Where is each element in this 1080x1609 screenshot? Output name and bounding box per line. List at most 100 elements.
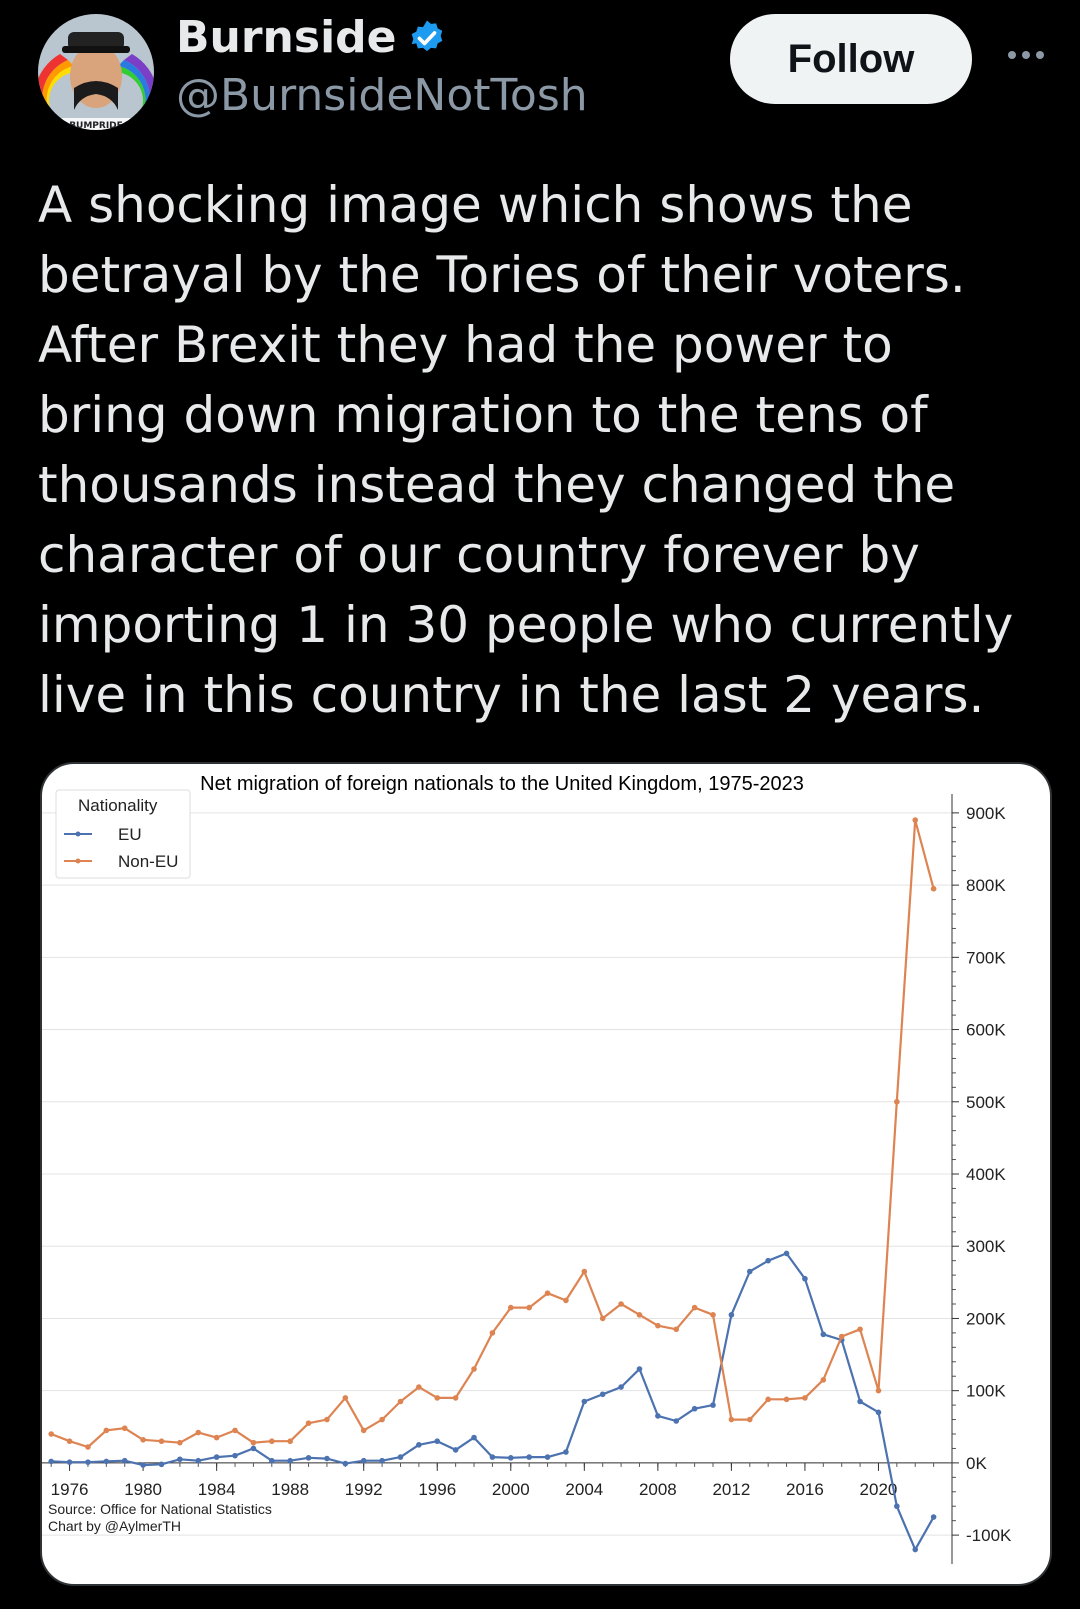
data-point-eu (140, 1462, 146, 1468)
y-tick-label: 900K (966, 804, 1006, 823)
data-point-eu (379, 1457, 385, 1464)
data-point-non-eu (48, 1431, 54, 1437)
data-point-non-eu (802, 1395, 808, 1401)
data-point-non-eu (857, 1326, 863, 1333)
data-point-non-eu (158, 1438, 165, 1445)
follow-button[interactable]: Follow (730, 14, 972, 104)
tweet-media-chart[interactable]: Net migration of foreign nationals to th… (40, 762, 1052, 1586)
data-point-non-eu (563, 1297, 569, 1304)
x-tick-label: 1992 (345, 1480, 383, 1499)
data-point-non-eu (195, 1429, 202, 1436)
data-point-eu (416, 1442, 422, 1448)
author-handle[interactable]: @BurnsideNotTosh (176, 70, 588, 121)
data-point-eu (507, 1455, 514, 1461)
data-point-eu (177, 1456, 183, 1463)
data-point-eu (544, 1454, 551, 1460)
chart-title: Net migration of foreign nationals to th… (200, 773, 804, 795)
data-point-eu (636, 1366, 643, 1372)
data-point-non-eu (875, 1387, 882, 1394)
data-point-eu (820, 1331, 827, 1338)
data-point-eu (710, 1402, 716, 1408)
author-display-name[interactable]: Burnside (176, 12, 397, 63)
x-tick-label: 2008 (639, 1480, 677, 1499)
x-tick-label: 1988 (271, 1480, 309, 1499)
data-point-eu (305, 1455, 312, 1461)
data-point-eu (121, 1457, 128, 1464)
data-point-non-eu (121, 1425, 128, 1432)
data-point-non-eu (618, 1301, 624, 1307)
data-point-non-eu (268, 1438, 275, 1445)
data-point-non-eu (728, 1416, 735, 1423)
y-tick-label: 100K (966, 1382, 1006, 1401)
data-point-non-eu (287, 1438, 293, 1445)
data-point-eu (912, 1546, 919, 1553)
x-tick-label: 2016 (786, 1480, 824, 1499)
data-point-non-eu (379, 1416, 385, 1423)
data-point-non-eu (103, 1427, 110, 1434)
data-point-non-eu (471, 1366, 477, 1372)
data-point-non-eu (397, 1398, 404, 1405)
data-point-non-eu (85, 1444, 91, 1450)
x-tick-label: 2020 (860, 1480, 898, 1499)
data-point-non-eu (544, 1290, 551, 1296)
data-point-eu (765, 1257, 771, 1264)
data-point-non-eu (673, 1326, 680, 1333)
data-point-eu (250, 1445, 257, 1452)
y-tick-label: 200K (966, 1309, 1006, 1328)
data-point-eu (930, 1514, 937, 1520)
data-point-non-eu (710, 1312, 716, 1318)
data-point-eu (85, 1459, 91, 1465)
data-point-non-eu (636, 1312, 643, 1318)
data-point-non-eu (912, 817, 919, 823)
data-point-eu (342, 1460, 349, 1467)
data-point-eu (195, 1457, 202, 1464)
data-point-eu (746, 1268, 753, 1275)
data-point-non-eu (930, 885, 937, 892)
data-point-non-eu (507, 1304, 514, 1311)
y-tick-label: 400K (966, 1165, 1006, 1184)
data-point-eu (213, 1454, 220, 1460)
data-point-eu (48, 1458, 54, 1465)
author-avatar[interactable]: BUMPRIDE (38, 14, 154, 130)
data-point-eu (691, 1405, 698, 1412)
data-point-non-eu (838, 1333, 845, 1340)
data-point-non-eu (452, 1395, 459, 1401)
x-tick-label: 1980 (124, 1480, 162, 1499)
y-tick-label: 800K (966, 876, 1006, 895)
y-tick-label: -100K (966, 1526, 1012, 1545)
data-point-eu (526, 1454, 532, 1460)
data-point-eu (232, 1452, 238, 1459)
y-tick-label: 700K (966, 948, 1006, 967)
data-point-non-eu (655, 1322, 661, 1329)
data-point-eu (397, 1454, 404, 1460)
chart-legend: Nationality EU Non-EU (55, 789, 191, 879)
data-point-eu (268, 1457, 275, 1464)
legend-non-eu: Non-EU (118, 852, 178, 871)
legend-eu: EU (118, 825, 142, 844)
data-point-eu (599, 1391, 606, 1398)
data-point-eu (158, 1461, 165, 1468)
data-point-non-eu (232, 1427, 238, 1434)
data-point-non-eu (140, 1436, 146, 1443)
data-point-non-eu (434, 1395, 441, 1401)
data-point-non-eu (416, 1384, 422, 1390)
data-point-eu (66, 1459, 73, 1465)
avatar-image: BUMPRIDE (38, 14, 154, 130)
data-point-eu (894, 1503, 900, 1510)
data-point-eu (489, 1454, 496, 1460)
legend-title: Nationality (78, 796, 158, 815)
migration-chart: Net migration of foreign nationals to th… (42, 773, 1012, 1564)
data-point-non-eu (66, 1438, 73, 1445)
data-point-eu (287, 1457, 293, 1464)
data-point-eu (655, 1413, 661, 1419)
more-options-icon[interactable] (996, 40, 1056, 70)
data-point-non-eu (177, 1439, 183, 1446)
data-point-non-eu (526, 1304, 532, 1311)
y-tick-label: 600K (966, 1021, 1006, 1040)
data-point-eu (581, 1398, 588, 1405)
y-tick-label: 0K (966, 1454, 987, 1473)
data-point-non-eu (305, 1420, 312, 1426)
avatar-caption: BUMPRIDE (69, 121, 123, 130)
x-tick-label: 1996 (418, 1480, 456, 1499)
data-point-non-eu (581, 1268, 588, 1275)
